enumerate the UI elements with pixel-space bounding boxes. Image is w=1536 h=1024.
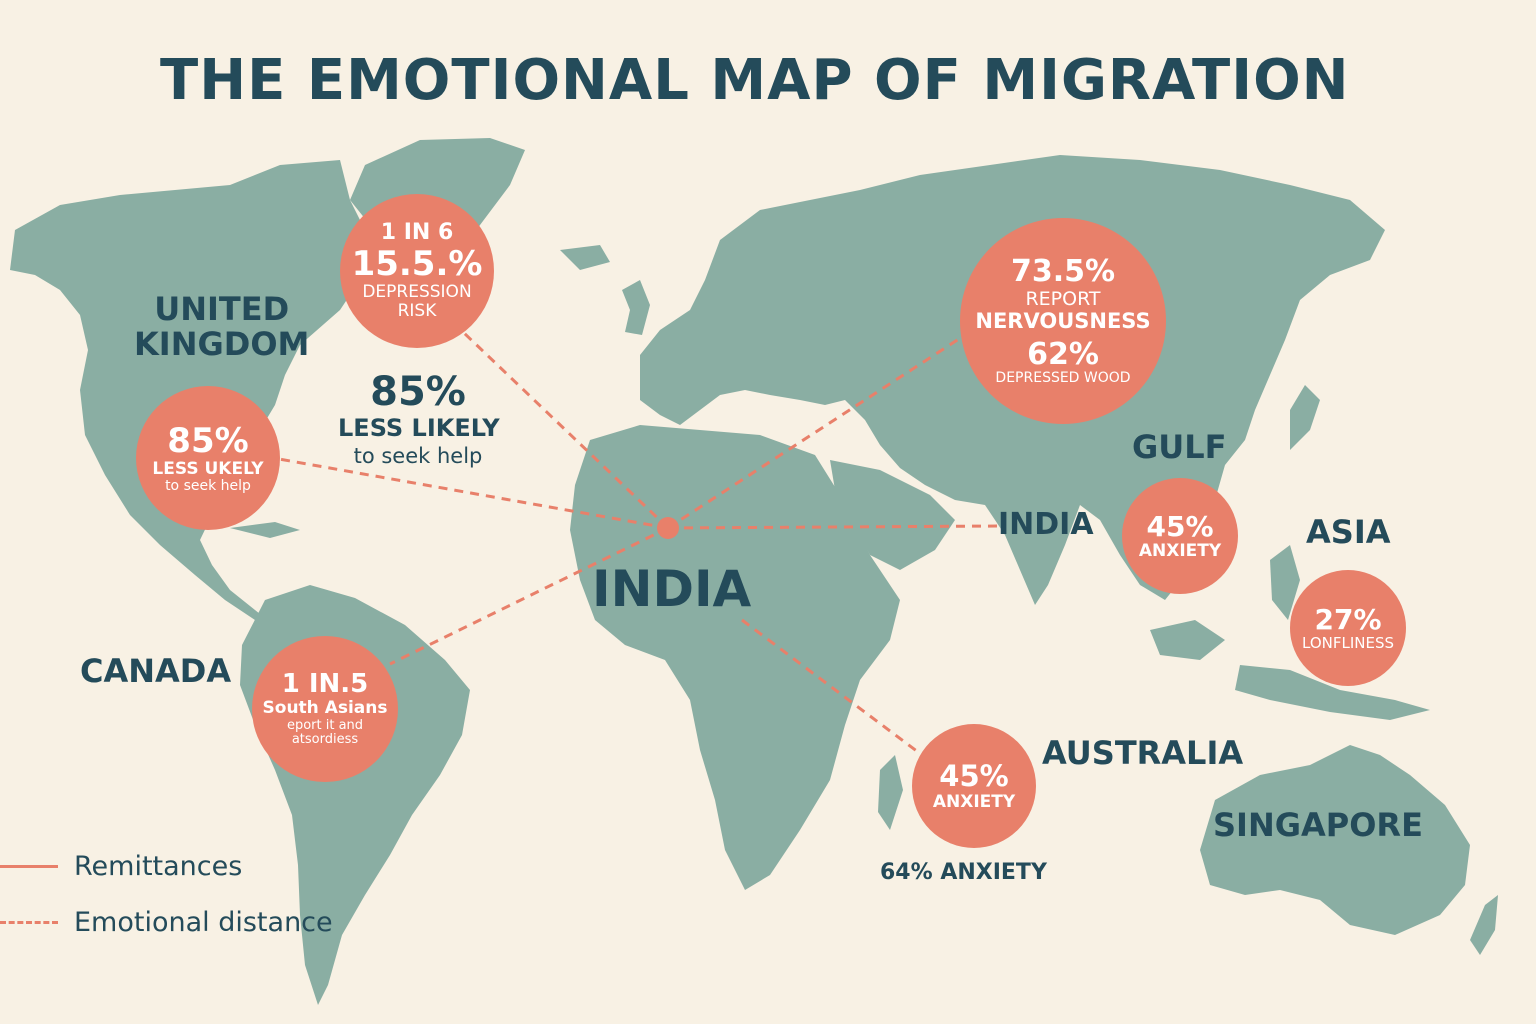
bubble-line: ANXIETY	[932, 791, 1016, 812]
japan-landmass	[1290, 385, 1320, 450]
africa-landmass	[570, 425, 900, 890]
legend-solid-line	[0, 864, 58, 868]
southeast-asia-islands	[1150, 620, 1225, 660]
bubble-value: 45%	[1146, 509, 1214, 543]
bubble-line: to seek help	[165, 477, 251, 494]
bubble-value: 45%	[939, 759, 1009, 794]
madagascar-landmass	[878, 755, 903, 830]
stat-bubble-usa: 85% LESS UKELY to seek help	[136, 386, 280, 530]
bubble-line: REPORT	[1025, 287, 1101, 310]
legend-label: Remittances	[74, 850, 243, 882]
label-australia: AUSTRALIA	[1042, 734, 1244, 772]
bubble-line: DEPRESSED WOOD	[995, 370, 1131, 387]
label-united-kingdom: UNITED KINGDOM	[134, 290, 310, 364]
page-title: THE EMOTIONAL MAP OF MIGRATION	[160, 48, 1350, 113]
arabia-landmass	[830, 460, 955, 570]
line-to-india	[667, 524, 1001, 530]
label-gulf: GULF	[1132, 428, 1227, 466]
line-to-indian-ocean	[741, 618, 919, 754]
bubble-value: 1 IN.5	[281, 669, 369, 700]
caribbean-landmass	[230, 522, 300, 538]
floating-stat-line: LESS LIKELY	[338, 414, 500, 442]
bubble-value: 73.5%	[1010, 254, 1116, 290]
line-to-south-america	[389, 526, 669, 666]
australia-landmass	[1200, 745, 1470, 935]
line-to-north-atlantic	[438, 308, 670, 530]
philippines-landmass	[1270, 545, 1300, 620]
legend-label: Emotional distance	[74, 906, 333, 938]
bubble-line: ANXIETY	[1138, 541, 1222, 562]
legend: Remittances Emotional distance	[0, 838, 333, 950]
floating-stat-line: to seek help	[353, 443, 483, 468]
stat-bubble-gulf: 45% ANXIETY	[1122, 478, 1238, 594]
label-india-center: INDIA	[592, 560, 752, 618]
floating-stat-atlantic: 85% LESS LIKELY to seek help	[338, 369, 500, 469]
bubble-line: RISK	[397, 301, 437, 322]
bubble-value: 27%	[1314, 602, 1382, 636]
indonesia-landmass	[1235, 665, 1430, 720]
stat-bubble-russia: 73.5% REPORT NERVOUSNESS 62% DEPRESSED W…	[960, 218, 1166, 424]
bubble-line: LONFLINESS	[1302, 634, 1394, 653]
legend-item-remittances: Remittances	[0, 838, 333, 894]
stat-bubble-asia: 27% LONFLINESS	[1290, 570, 1406, 686]
new-zealand-landmass	[1470, 895, 1498, 955]
bubble-value: 15.5.%	[351, 244, 483, 285]
bubble-line: LESS UKELY	[152, 458, 264, 479]
label-singapore: SINGAPORE	[1213, 806, 1423, 844]
floating-stat-indian-ocean: 64% ANXIETY	[880, 860, 1047, 885]
stat-bubble-south-america: 1 IN.5 South Asians eport it and atsordi…	[252, 636, 398, 782]
origin-node	[657, 517, 679, 539]
bubble-line: NERVOUSNESS	[975, 309, 1151, 334]
bubble-line: eport it and	[286, 717, 364, 733]
iceland-landmass	[560, 245, 610, 270]
legend-dashed-line	[0, 920, 58, 924]
line-to-russia	[667, 333, 966, 530]
bubble-value: 85%	[167, 420, 249, 461]
legend-item-emotional-distance: Emotional distance	[0, 894, 333, 950]
label-india-east: INDIA	[998, 507, 1094, 542]
connection-lines	[261, 308, 1001, 754]
label-asia: ASIA	[1306, 513, 1391, 551]
bubble-value: 62%	[1027, 336, 1099, 372]
stat-bubble-indian-ocean: 45% ANXIETY	[912, 724, 1036, 848]
floating-stat-value: 85%	[370, 369, 466, 415]
bubble-line: 1 IN 6	[380, 219, 454, 245]
line-to-usa	[261, 454, 669, 530]
bubble-line: DEPRESSION	[362, 282, 472, 303]
bubble-line: South Asians	[262, 698, 388, 719]
stat-bubble-north-atlantic: 1 IN 6 15.5.% DEPRESSION RISK	[340, 194, 494, 348]
britain-landmass	[622, 280, 650, 335]
bubble-line: atsordiess	[291, 732, 359, 748]
label-canada: CANADA	[80, 652, 232, 690]
